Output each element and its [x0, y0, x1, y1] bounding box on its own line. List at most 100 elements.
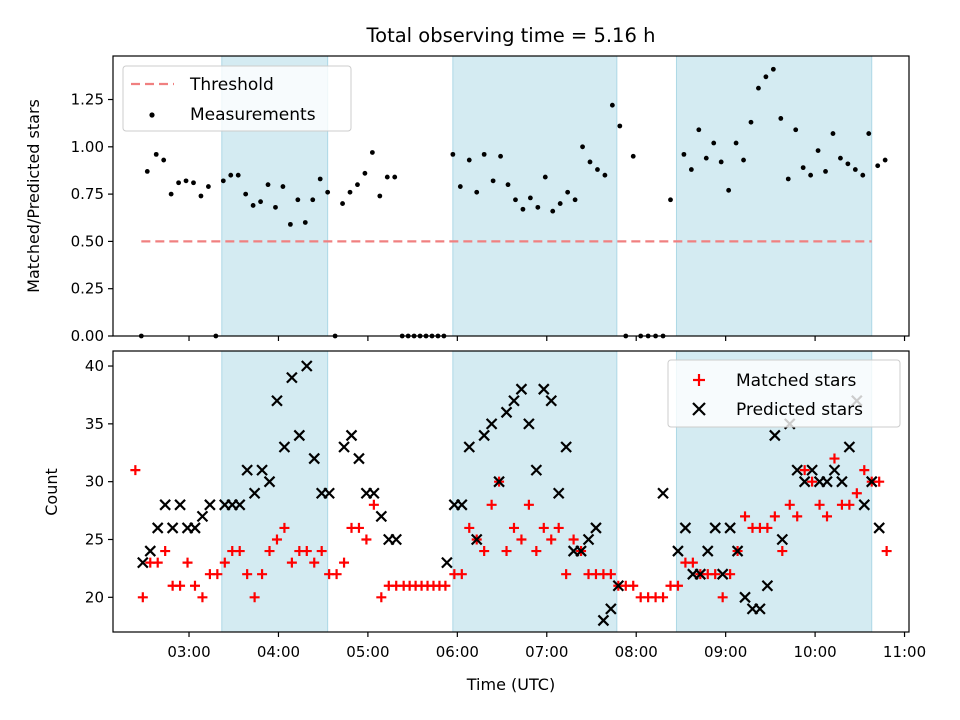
matched-star-point	[822, 511, 833, 522]
measurement-point	[377, 193, 383, 199]
top-shaded-interval-2	[452, 55, 618, 337]
bottom-y-tick-label: 20	[85, 588, 104, 606]
matched-star-point	[740, 511, 751, 522]
measurement-point	[668, 197, 673, 203]
predicted-star-point	[836, 475, 848, 488]
matched-star-point	[197, 592, 208, 603]
measurement-point	[287, 221, 293, 227]
x-axis-label: Time (UTC)	[466, 675, 555, 694]
matched-star-point	[440, 580, 451, 591]
matched-star-point	[339, 557, 350, 568]
measurement-point	[866, 131, 872, 136]
measurement-point	[726, 187, 732, 193]
measurement-point	[161, 157, 167, 163]
predicted-star-point	[301, 360, 313, 372]
matched-star-point	[777, 546, 788, 557]
measurement-point	[243, 191, 249, 197]
measurement-point	[250, 203, 256, 208]
matched-star-point	[710, 569, 721, 580]
matched-star-point	[829, 453, 840, 464]
predicted-star-point	[485, 418, 498, 430]
matched-star-point	[799, 465, 810, 476]
measurement-point	[191, 180, 196, 186]
measurement-point	[392, 174, 398, 180]
predicted-star-point	[754, 603, 766, 615]
matched-star-point	[264, 546, 275, 557]
predicted-star-point	[137, 556, 149, 569]
matched-star-point	[717, 592, 728, 603]
predicted-star-point	[597, 614, 610, 627]
predicted-star-point	[672, 545, 684, 557]
predicted-star-point	[769, 429, 781, 442]
predicted-star-point	[657, 487, 669, 500]
measurement-point	[565, 189, 571, 195]
matched-star-point	[508, 522, 519, 533]
predicted-star-point	[493, 475, 505, 488]
predicted-star-point	[843, 441, 856, 453]
matched-star-point	[769, 511, 780, 522]
predicted-star-point	[271, 394, 283, 407]
matched-star-point	[568, 534, 579, 545]
predicted-star-point	[858, 499, 871, 511]
top-y-tick-label: 0.50	[71, 232, 104, 250]
matched-star-point	[353, 522, 364, 533]
top-y-tick-label: 1.25	[71, 91, 104, 109]
measurement-point	[362, 170, 368, 176]
matched-star-point	[309, 557, 320, 568]
predicted-star-point	[463, 441, 476, 453]
matched-star-point	[279, 522, 290, 533]
x-tick-label: 11:00	[883, 643, 926, 661]
measurement-point	[718, 159, 724, 165]
predicted-star-point	[368, 487, 380, 500]
predicted-star-point	[500, 406, 513, 419]
predicted-star-point	[174, 499, 186, 511]
measurement-point	[572, 197, 578, 203]
predicted-star-point	[241, 464, 253, 476]
matched-star-point	[807, 476, 818, 487]
matched-star-point	[762, 522, 773, 533]
matched-star-point	[725, 569, 736, 580]
matched-star-point	[316, 546, 327, 557]
predicted-star-point	[338, 441, 350, 453]
predicted-star-point	[806, 464, 818, 476]
matched-star-point	[331, 569, 342, 580]
predicted-star-point	[456, 499, 468, 511]
bottom-shaded-interval-2	[452, 350, 618, 633]
matched-star-point	[189, 580, 200, 591]
measurement-point	[630, 153, 636, 159]
legend-predicted-label: Predicted stars	[736, 400, 863, 420]
matched-star-point	[271, 534, 282, 545]
measurement-point	[852, 167, 858, 172]
matched-star-point	[479, 546, 490, 557]
matched-star-point	[182, 557, 193, 568]
measurement-point	[763, 74, 769, 80]
matched-star-point	[628, 580, 639, 591]
measurement-point	[741, 157, 746, 163]
measurement-point	[481, 151, 487, 157]
measurement-point	[527, 195, 533, 201]
x-tick-label: 04:00	[257, 643, 300, 661]
predicted-star-point	[739, 591, 751, 604]
predicted-star-point	[263, 475, 276, 488]
predicted-star-point	[293, 429, 306, 442]
matched-star-point	[553, 522, 564, 533]
top-y-tick-label: 1.00	[71, 138, 104, 156]
predicted-star-point	[798, 475, 811, 488]
measurement-point	[520, 206, 526, 212]
bottom-axes-frame	[112, 350, 910, 633]
measurement-point	[206, 184, 211, 189]
measurement-point	[235, 172, 241, 178]
matched-star-point	[851, 488, 862, 499]
measurement-point	[875, 163, 881, 169]
measurement-point	[830, 131, 836, 136]
predicted-star-point	[353, 452, 365, 465]
measurement-point	[617, 123, 623, 129]
predicted-star-point	[821, 475, 833, 488]
top-legend-box	[122, 65, 352, 132]
measurement-point	[265, 182, 271, 188]
matched-star-point	[561, 569, 572, 580]
predicted-star-point	[248, 487, 261, 500]
measurement-point	[325, 189, 331, 195]
matched-star-point	[219, 557, 230, 568]
bottom-y-tick-label: 40	[85, 357, 104, 375]
